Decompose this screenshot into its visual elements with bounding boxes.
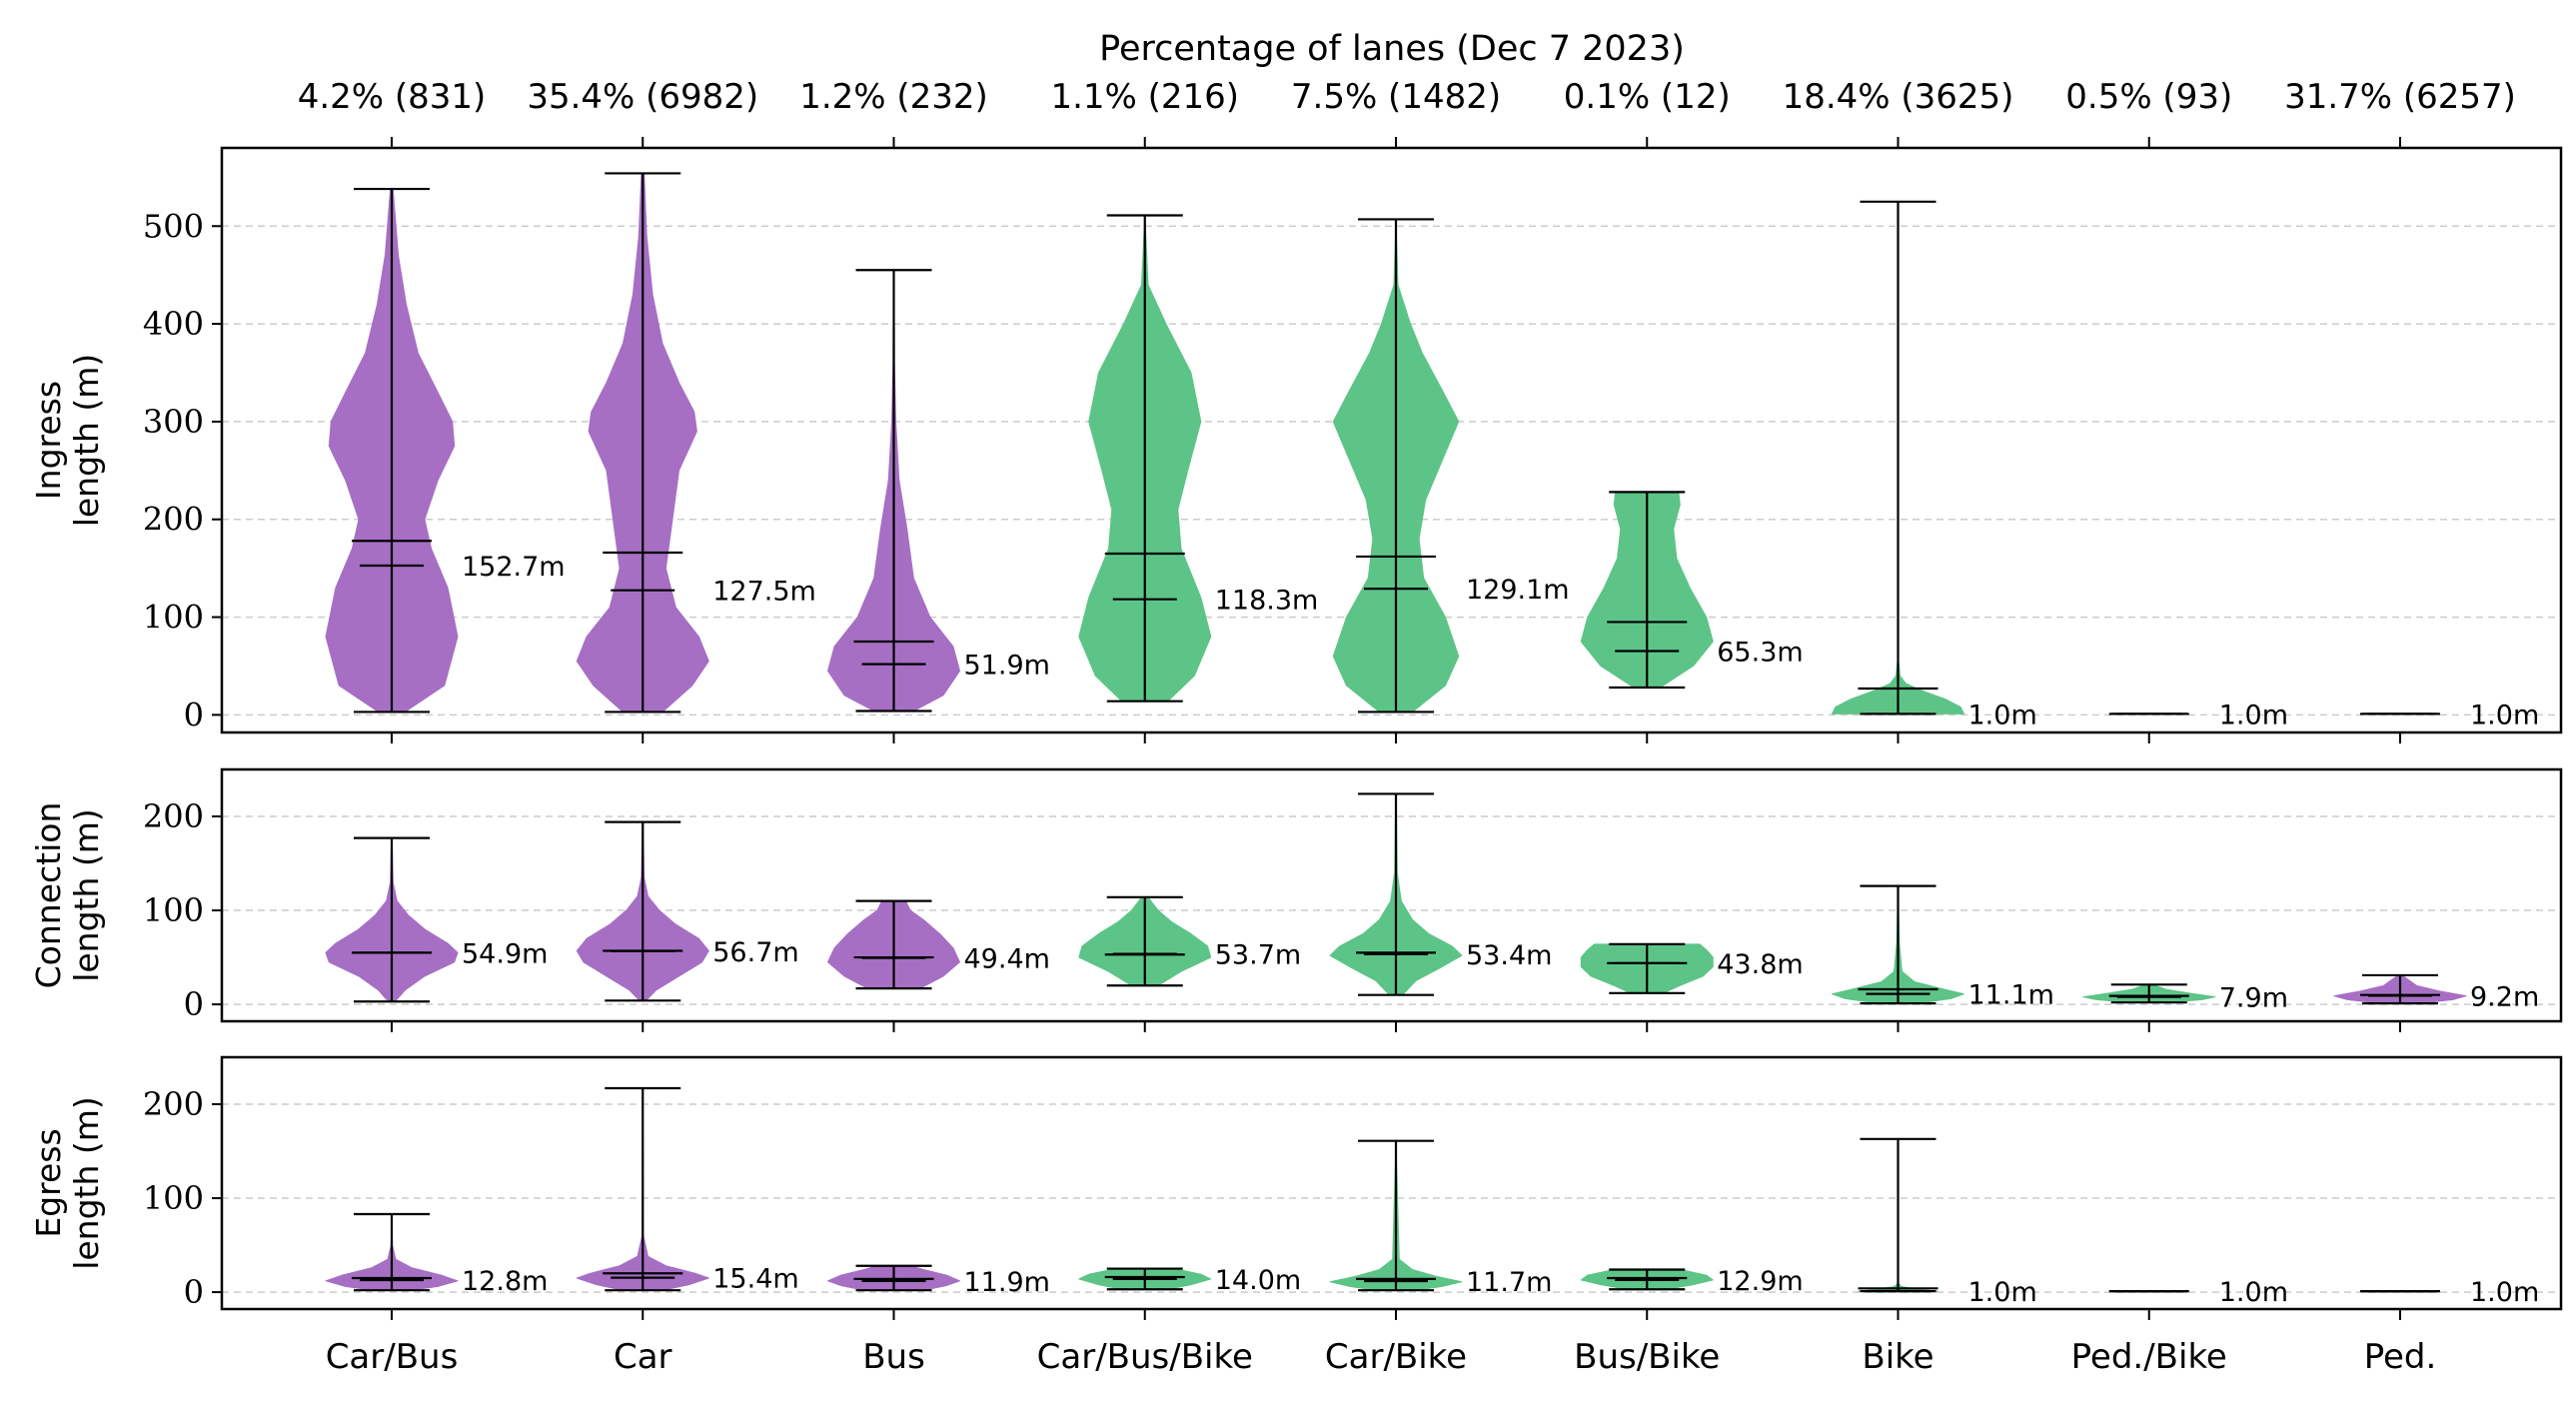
median-label: 12.9m bbox=[1717, 1266, 1803, 1297]
median-label: 1.0m bbox=[1968, 700, 2037, 730]
median-label: 53.4m bbox=[1466, 940, 1552, 971]
median-label: 15.4m bbox=[712, 1264, 798, 1295]
panel-frame bbox=[220, 146, 2563, 734]
y-axis-label: length (m) bbox=[67, 808, 106, 982]
x-category-label: Bus bbox=[862, 1337, 925, 1377]
top-tick-label: 1.1% (216) bbox=[1050, 77, 1239, 117]
top-tick-label: 1.2% (232) bbox=[799, 77, 988, 117]
panel-frame bbox=[220, 1055, 2563, 1311]
median-label: 1.0m bbox=[2219, 1277, 2288, 1308]
median-label: 1.0m bbox=[2470, 1277, 2539, 1308]
y-tick-label: 100 bbox=[143, 1179, 204, 1217]
top-tick-label: 0.1% (12) bbox=[1564, 77, 1731, 117]
median-label: 7.9m bbox=[2219, 983, 2288, 1014]
median-label: 118.3m bbox=[1215, 586, 1319, 617]
median-label: 14.0m bbox=[1215, 1265, 1301, 1296]
y-tick-label: 0 bbox=[184, 1273, 204, 1311]
median-label: 54.9m bbox=[462, 938, 548, 969]
median-label: 11.9m bbox=[964, 1267, 1050, 1298]
x-category-label: Car/Bike bbox=[1325, 1337, 1467, 1377]
y-tick-label: 300 bbox=[143, 403, 204, 441]
median-label: 65.3m bbox=[1717, 638, 1803, 669]
top-tick-label: 31.7% (6257) bbox=[2284, 77, 2516, 117]
y-axis-label: Ingress bbox=[29, 381, 68, 500]
x-category-label: Bike bbox=[1862, 1337, 1933, 1377]
median-label: 11.7m bbox=[1466, 1267, 1552, 1298]
y-tick-label: 400 bbox=[143, 305, 204, 343]
top-tick-label: 35.4% (6982) bbox=[527, 77, 758, 117]
violin-whiskers bbox=[352, 172, 2440, 1293]
median-label: 1.0m bbox=[1968, 1277, 2037, 1308]
top-tick-label: 4.2% (831) bbox=[298, 77, 487, 117]
y-tick-label: 0 bbox=[184, 696, 204, 733]
y-axis-label: Connection bbox=[29, 802, 68, 989]
x-category-label: Ped. bbox=[2364, 1337, 2437, 1377]
median-label: 51.9m bbox=[964, 651, 1050, 682]
top-axis-title: Percentage of lanes (Dec 7 2023) bbox=[1099, 29, 1685, 69]
median-label: 56.7m bbox=[712, 937, 798, 968]
x-category-label: Car/Bus bbox=[326, 1337, 459, 1377]
top-tick-label: 0.5% (93) bbox=[2065, 77, 2232, 117]
median-label: 127.5m bbox=[712, 577, 816, 608]
median-label: 53.7m bbox=[1215, 940, 1301, 971]
top-tick-label: 18.4% (3625) bbox=[1783, 77, 2014, 117]
y-tick-label: 100 bbox=[143, 891, 204, 929]
median-label: 11.1m bbox=[1968, 980, 2054, 1011]
panel-frames bbox=[220, 146, 2563, 1311]
y-tick-label: 500 bbox=[143, 207, 204, 245]
median-label: 1.0m bbox=[2219, 700, 2288, 730]
x-category-label: Bus/Bike bbox=[1574, 1337, 1720, 1377]
median-label: 12.8m bbox=[462, 1266, 548, 1297]
y-axis-label: Egress bbox=[29, 1128, 68, 1237]
y-axis-label: length (m) bbox=[67, 1096, 106, 1270]
y-tick-label: 0 bbox=[184, 985, 204, 1023]
top-tick-label: 7.5% (1482) bbox=[1291, 77, 1501, 117]
median-label: 1.0m bbox=[2470, 700, 2539, 730]
y-tick-label: 200 bbox=[143, 501, 204, 539]
median-label: 49.4m bbox=[964, 944, 1050, 975]
y-tick-label: 100 bbox=[143, 599, 204, 637]
axis-ticks bbox=[212, 137, 2401, 1320]
x-category-label: Car/Bus/Bike bbox=[1037, 1337, 1253, 1377]
y-tick-label: 200 bbox=[143, 797, 204, 835]
median-label: 9.2m bbox=[2470, 981, 2539, 1012]
y-tick-label: 200 bbox=[143, 1085, 204, 1123]
x-category-label: Car bbox=[614, 1337, 672, 1377]
median-label: 43.8m bbox=[1717, 949, 1803, 980]
y-axis-label: length (m) bbox=[67, 354, 106, 528]
panel-frame bbox=[220, 767, 2563, 1023]
median-label: 129.1m bbox=[1466, 575, 1570, 606]
median-label: 152.7m bbox=[462, 552, 566, 583]
x-category-label: Ped./Bike bbox=[2071, 1337, 2227, 1377]
